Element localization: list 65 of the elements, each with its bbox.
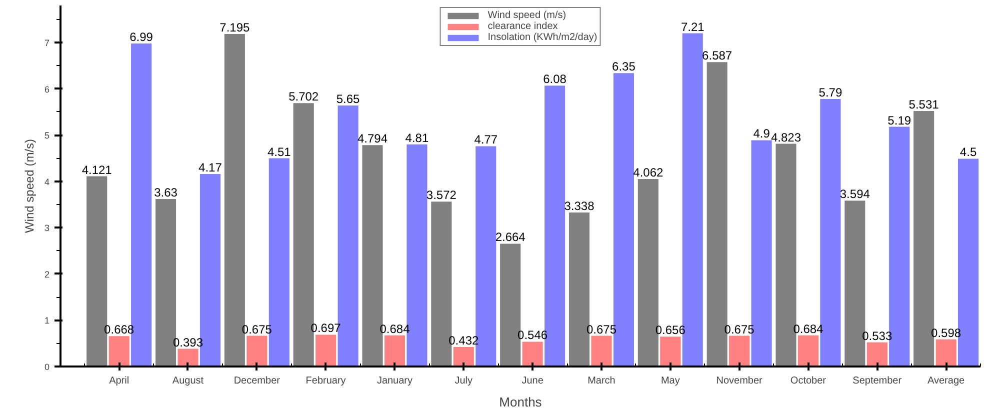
x-tick-label: January	[376, 376, 413, 386]
data-label: 0.656	[655, 323, 686, 338]
data-label: 6.99	[130, 30, 154, 44]
data-label: 2.664	[495, 230, 526, 244]
data-label: 0.684	[380, 322, 410, 336]
x-tick-label: August	[172, 376, 204, 386]
data-label: 6.08	[543, 72, 567, 86]
y-tick-label: 0	[44, 362, 50, 372]
data-label: 0.675	[724, 322, 755, 336]
data-label: 0.598	[931, 326, 962, 340]
data-label: 3.572	[426, 188, 457, 202]
legend-label: clearance index	[488, 21, 558, 32]
y-tick-label: 3	[44, 223, 50, 234]
data-label: 4.5	[960, 145, 977, 160]
data-label: 6.587	[702, 48, 732, 63]
x-tick-label: October	[790, 376, 827, 386]
data-label: 4.77	[474, 132, 498, 147]
data-label: 4.794	[357, 132, 388, 146]
data-label: 0.675	[586, 322, 617, 336]
x-tick-label: June	[522, 376, 544, 386]
data-label: 6.35	[612, 60, 636, 74]
data-label: 4.121	[82, 162, 112, 177]
data-label: 4.823	[770, 130, 802, 144]
legend-label: Wind speed (m/s)	[488, 10, 566, 21]
data-label: 3.594	[840, 187, 870, 202]
x-tick-label: April	[109, 376, 130, 386]
x-tick-label: July	[454, 376, 473, 386]
y-tick-label: 6	[44, 84, 50, 94]
data-label: 5.79	[818, 86, 842, 100]
y-tick-label: 2	[44, 269, 50, 280]
data-label: 0.533	[862, 328, 892, 343]
x-axis-title: Months	[499, 394, 542, 410]
data-label: 4.17	[198, 160, 222, 175]
data-label: 7.195	[220, 20, 250, 34]
y-tick-label: 1	[44, 316, 50, 326]
y-tick-label: 4	[44, 176, 50, 187]
data-label: 5.531	[908, 98, 940, 112]
x-tick-label: December	[234, 376, 281, 386]
data-label: 4.9	[753, 126, 770, 141]
data-label: 5.65	[336, 92, 360, 106]
x-tick-label: September	[852, 376, 902, 386]
data-label: 4.81	[405, 130, 429, 145]
data-label: 0.697	[310, 321, 342, 336]
y-axis-title: Wind speed (m/s)	[22, 138, 36, 234]
x-tick-label: Average	[928, 376, 966, 386]
x-tick-label: May	[660, 376, 680, 386]
data-label: 5.702	[288, 90, 319, 104]
data-label: 7.21	[680, 20, 705, 34]
y-tick-label: 5	[44, 130, 50, 141]
x-tick-label: November	[716, 376, 764, 386]
data-label: 5.19	[888, 113, 912, 128]
data-label: 0.432	[448, 334, 479, 348]
data-label: 0.675	[242, 322, 272, 336]
x-tick-label: March	[588, 376, 616, 386]
data-label: 0.684	[793, 322, 824, 336]
data-label: 3.338	[564, 199, 595, 214]
data-label: 4.51	[267, 144, 292, 159]
legend-label: Insolation (KWh/m2/day)	[488, 32, 598, 43]
data-label: 0.546	[518, 328, 548, 342]
data-label: 3.63	[154, 185, 178, 200]
data-label: 0.393	[172, 335, 204, 350]
data-label: 0.668	[104, 322, 134, 337]
y-tick-label: 7	[44, 38, 50, 48]
data-label: 4.062	[633, 166, 664, 180]
x-tick-label: February	[306, 376, 346, 386]
